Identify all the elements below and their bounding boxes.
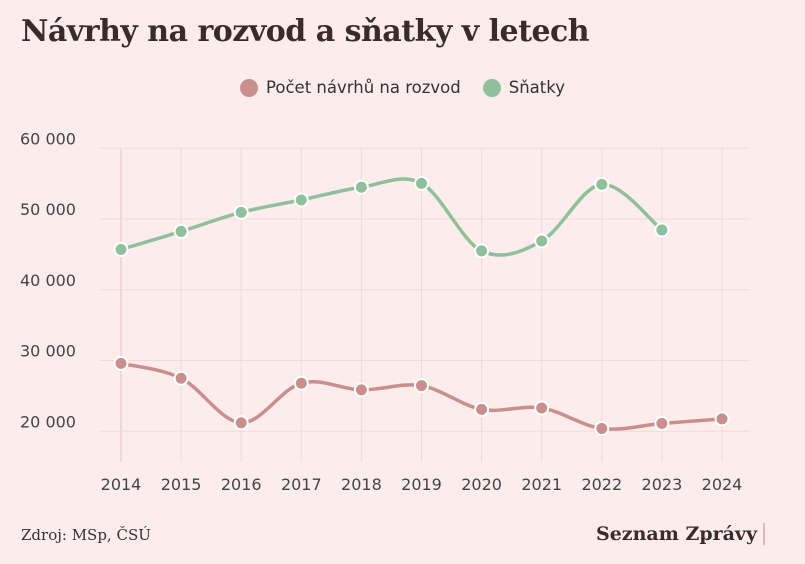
- data-point: [233, 204, 249, 220]
- data-point: [173, 223, 189, 239]
- x-tick-label: 2023: [642, 475, 683, 494]
- legend-item-divorce[interactable]: Počet návrhů na rozvod: [240, 78, 461, 97]
- legend: Počet návrhů na rozvod Sňatky: [0, 78, 805, 97]
- data-point: [173, 370, 189, 386]
- source-note: Zdroj: MSp, ČSÚ: [21, 526, 151, 544]
- x-tick-label: 2021: [521, 475, 562, 494]
- legend-label-divorce: Počet návrhů na rozvod: [266, 78, 461, 97]
- data-point: [293, 375, 309, 391]
- data-point: [714, 411, 730, 427]
- data-point: [474, 243, 490, 259]
- data-point: [233, 415, 249, 431]
- legend-swatch-divorce: [240, 78, 259, 97]
- brand-logo: Seznam Zprávy: [596, 523, 765, 545]
- x-tick-label: 2020: [461, 475, 502, 494]
- data-point: [654, 416, 670, 432]
- x-tick-label: 2015: [161, 475, 202, 494]
- x-tick-label: 2024: [702, 475, 743, 494]
- series-line-1: [120, 177, 664, 257]
- x-tick-label: 2018: [341, 475, 382, 494]
- data-point: [113, 241, 129, 257]
- x-tick-label: 2016: [221, 475, 262, 494]
- data-point: [293, 192, 309, 208]
- data-point: [594, 176, 610, 192]
- x-tick-label: 2014: [101, 475, 142, 494]
- y-tick-label: 20 000: [20, 412, 76, 431]
- y-tick-label: 60 000: [20, 129, 76, 148]
- data-point: [353, 179, 369, 195]
- data-point: [594, 420, 610, 436]
- data-point: [113, 355, 129, 371]
- data-point: [654, 222, 670, 238]
- legend-swatch-marriages: [482, 78, 501, 97]
- legend-label-marriages: Sňatky: [508, 78, 565, 97]
- y-tick-label: 30 000: [20, 342, 76, 361]
- data-point: [534, 233, 550, 249]
- data-point: [353, 382, 369, 398]
- chart-title: Návrhy na rozvod a sňatky v letech: [21, 14, 590, 49]
- data-point: [414, 378, 429, 394]
- y-tick-label: 50 000: [20, 200, 76, 219]
- data-point: [474, 401, 490, 417]
- x-tick-label: 2022: [581, 475, 622, 494]
- x-tick-label: 2019: [401, 475, 442, 494]
- data-point: [534, 400, 550, 416]
- data-point: [414, 175, 429, 191]
- legend-item-marriages[interactable]: Sňatky: [482, 78, 565, 97]
- y-tick-label: 40 000: [20, 271, 76, 290]
- x-tick-label: 2017: [281, 475, 322, 494]
